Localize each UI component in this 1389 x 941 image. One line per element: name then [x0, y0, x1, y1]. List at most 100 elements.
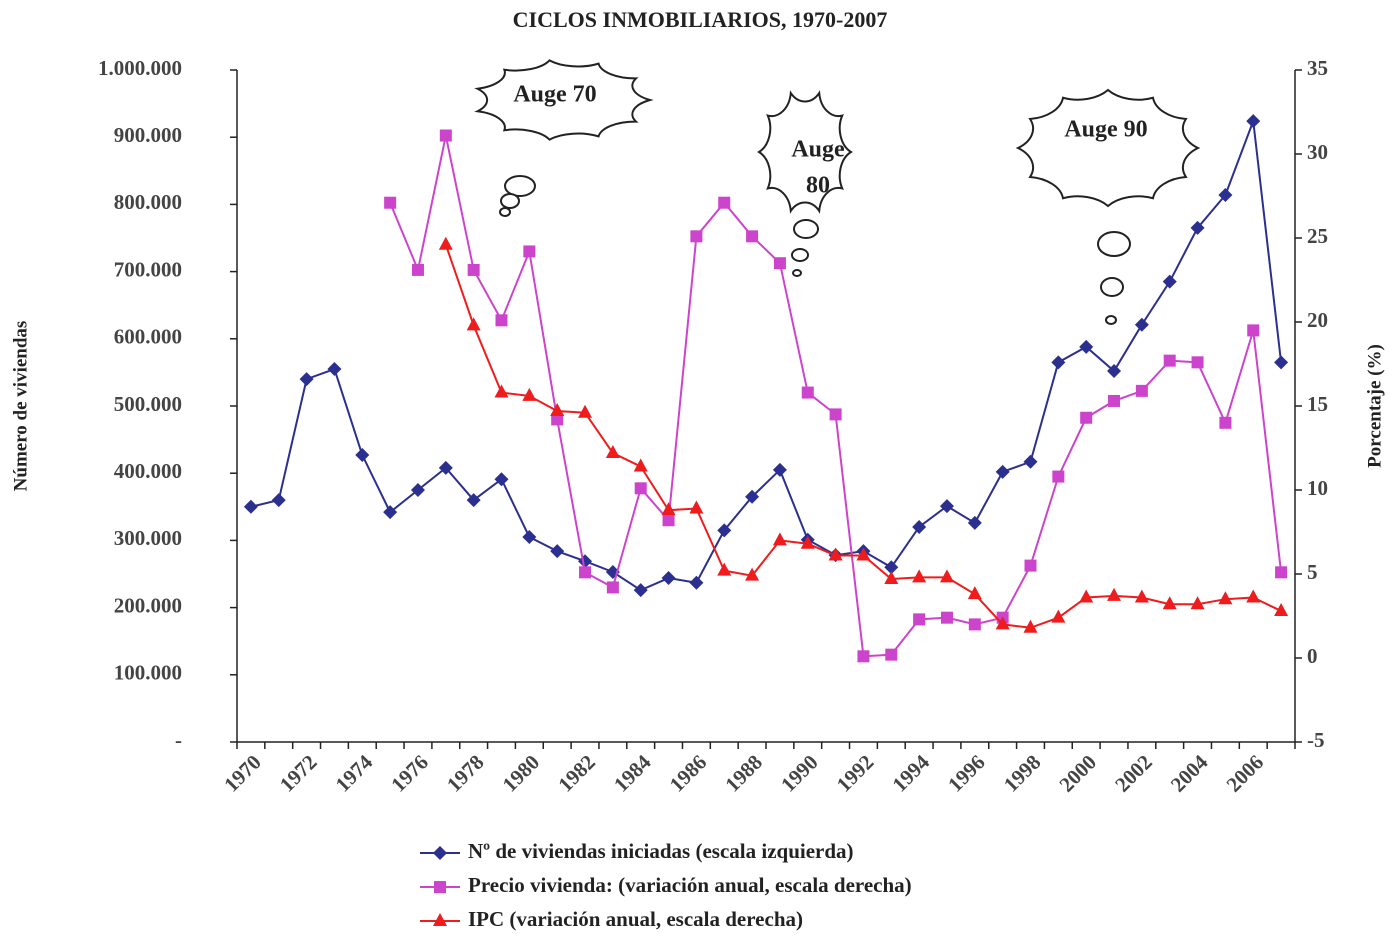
marker: [1051, 609, 1066, 623]
marker: [299, 372, 314, 387]
cloud: [1015, 88, 1201, 208]
x-tick-label: 1974: [331, 750, 378, 797]
marker: [1023, 454, 1038, 469]
marker: [1052, 470, 1065, 483]
y2-tick-label: 5: [1307, 560, 1318, 584]
x-tick-label: 1988: [720, 750, 767, 797]
y-tick-label: 1.000.000: [98, 56, 182, 80]
marker: [578, 404, 593, 418]
legend-label: IPC (variación anual, escala derecha): [468, 907, 803, 931]
x-tick-label: 1984: [609, 750, 656, 797]
y2-tick-label: 35: [1307, 56, 1328, 80]
y-tick-label: 700.000: [114, 257, 182, 281]
marker: [383, 505, 398, 520]
y2-tick-label: 10: [1307, 476, 1328, 500]
y-tick-label: 400.000: [114, 459, 182, 483]
marker: [1219, 416, 1232, 429]
marker: [662, 514, 675, 527]
x-tick-label: 2006: [1222, 750, 1269, 797]
marker: [1023, 619, 1038, 633]
marker: [718, 196, 731, 209]
marker: [995, 616, 1010, 630]
x-tick-label: 1998: [999, 750, 1046, 797]
marker: [438, 236, 453, 250]
annotation: Auge: [791, 137, 845, 163]
marker: [828, 547, 843, 561]
marker: [717, 562, 732, 576]
marker: [522, 387, 537, 401]
marker: [410, 483, 425, 497]
marker: [884, 560, 899, 575]
cloud-bubble: [792, 269, 802, 277]
marker: [327, 362, 342, 377]
y2-tick-label: 15: [1307, 392, 1328, 416]
marker: [1191, 356, 1204, 369]
x-tick-label: 1980: [498, 750, 545, 797]
cloud: [757, 90, 853, 214]
marker: [1134, 317, 1149, 332]
legend-label: Precio vivienda: (variación anual, escal…: [468, 873, 912, 897]
marker: [968, 618, 981, 631]
marker: [1190, 596, 1205, 610]
y-tick-label: 200.000: [114, 593, 182, 617]
marker: [605, 445, 620, 459]
x-tick-label: 1996: [943, 750, 990, 797]
marker: [689, 500, 704, 514]
y-tick-label: 900.000: [114, 123, 182, 147]
marker: [773, 257, 786, 270]
cloud-bubble: [499, 207, 511, 217]
x-tick-label: 2002: [1110, 750, 1157, 797]
marker: [1134, 589, 1149, 603]
marker: [434, 881, 446, 893]
y-tick-label: 800.000: [114, 190, 182, 214]
annotation: Auge 90: [1064, 117, 1147, 143]
marker: [411, 263, 424, 276]
marker: [857, 650, 870, 663]
marker: [967, 515, 982, 530]
marker: [466, 317, 481, 331]
marker: [1163, 354, 1176, 367]
cloud-bubble: [504, 175, 536, 197]
clouds: [474, 59, 1201, 325]
x-tick-label: 2000: [1054, 750, 1101, 797]
marker: [579, 566, 592, 579]
marker: [1190, 220, 1205, 235]
y-tick-label: 100.000: [114, 661, 182, 685]
marker: [1274, 602, 1289, 616]
marker: [494, 384, 509, 398]
marker: [913, 613, 926, 626]
x-tick-label: 1970: [219, 750, 266, 797]
marker: [939, 569, 954, 583]
chart-title: CICLOS INMOBILIARIOS, 1970-2007: [513, 7, 888, 32]
cloud: [474, 59, 654, 141]
marker: [495, 314, 508, 327]
marker: [912, 519, 927, 534]
marker: [550, 403, 565, 417]
marker: [439, 129, 452, 142]
marker: [717, 523, 732, 538]
marker: [1107, 364, 1122, 379]
marker: [1108, 394, 1121, 407]
marker: [1275, 566, 1288, 579]
marker: [885, 648, 898, 661]
cloud-bubble: [1097, 231, 1131, 257]
annotation: 80: [806, 173, 830, 199]
marker: [856, 547, 871, 561]
x-tick-label: 1992: [832, 750, 879, 797]
marker: [995, 464, 1010, 479]
marker: [940, 611, 953, 624]
marker: [633, 458, 648, 472]
marker: [1162, 596, 1177, 610]
marker: [494, 472, 509, 487]
marker: [800, 535, 815, 549]
marker: [438, 460, 453, 475]
y-axis-title: Número de viviendas: [10, 321, 31, 492]
x-tick-label: 1990: [776, 750, 823, 797]
marker: [829, 408, 842, 421]
legend-label: Nº de viviendas iniciadas (escala izquie…: [468, 839, 854, 863]
y-tick-label: 600.000: [114, 325, 182, 349]
marker: [384, 196, 397, 209]
marker: [1107, 587, 1122, 601]
marker: [1218, 591, 1233, 605]
